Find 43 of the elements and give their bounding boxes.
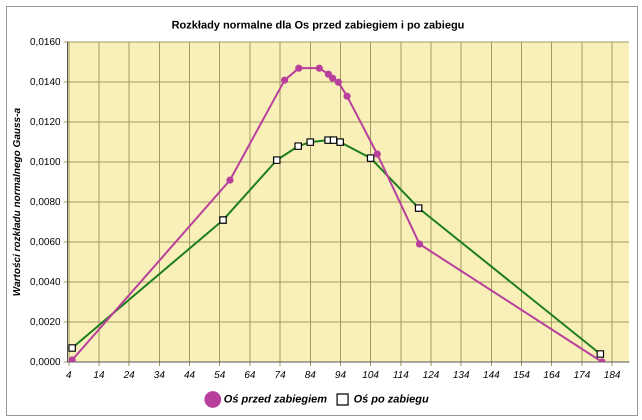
- x-tick-label: 84: [304, 370, 316, 381]
- x-tick-label: 44: [184, 370, 196, 381]
- y-tick-label: 0,0080: [30, 196, 62, 208]
- x-tick-label: 54: [214, 370, 226, 381]
- x-tick-label: 164: [543, 370, 561, 381]
- y-tick-label: 0,0060: [30, 236, 62, 248]
- point: [226, 176, 234, 184]
- legend-label: Oś po zabiegu: [354, 394, 430, 406]
- x-tick-label: 184: [604, 370, 621, 381]
- y-tick-label: 0,0020: [30, 316, 62, 328]
- point: [329, 74, 336, 82]
- point: [324, 70, 332, 78]
- chart-title: Rozkłady normalne dla Os przed zabiegiem i po zabiegu: [172, 20, 464, 32]
- x-tick-label: 64: [244, 370, 256, 381]
- x-tick-label: 94: [334, 370, 346, 381]
- y-tick-label: 0,0000: [30, 356, 62, 368]
- legend-label: Oś przed zabiegiem: [224, 394, 328, 406]
- x-tick-label: 24: [122, 370, 136, 381]
- y-tick-label: 0,0040: [30, 276, 62, 288]
- x-tick-label: 104: [362, 370, 380, 381]
- x-tick-label: 34: [154, 370, 166, 381]
- point: [316, 64, 323, 72]
- point: [343, 92, 351, 100]
- x-tick-label: 4: [66, 370, 72, 381]
- y-axis-title: Wartości rozkładu normalnego Gauss-a: [12, 108, 23, 296]
- x-tick-label: 14: [93, 370, 105, 381]
- y-tick-label: 0,0100: [30, 156, 62, 168]
- x-tick-label: 174: [574, 370, 591, 381]
- x-tick-label: 114: [392, 370, 410, 381]
- point: [374, 150, 381, 158]
- point: [416, 240, 424, 248]
- x-tick-label: 154: [513, 370, 530, 381]
- x-tick-label: 134: [452, 370, 470, 381]
- x-tick-label: 124: [422, 370, 440, 381]
- point: [281, 76, 288, 84]
- y-tick-label: 0,0160: [30, 36, 62, 48]
- point: [334, 78, 342, 86]
- x-tick-label: 74: [274, 370, 286, 381]
- point: [295, 64, 302, 72]
- y-tick-label: 0,0140: [30, 76, 62, 88]
- y-tick-label: 0,0120: [30, 116, 62, 128]
- x-tick-label: 144: [483, 370, 500, 381]
- point: [68, 356, 76, 362]
